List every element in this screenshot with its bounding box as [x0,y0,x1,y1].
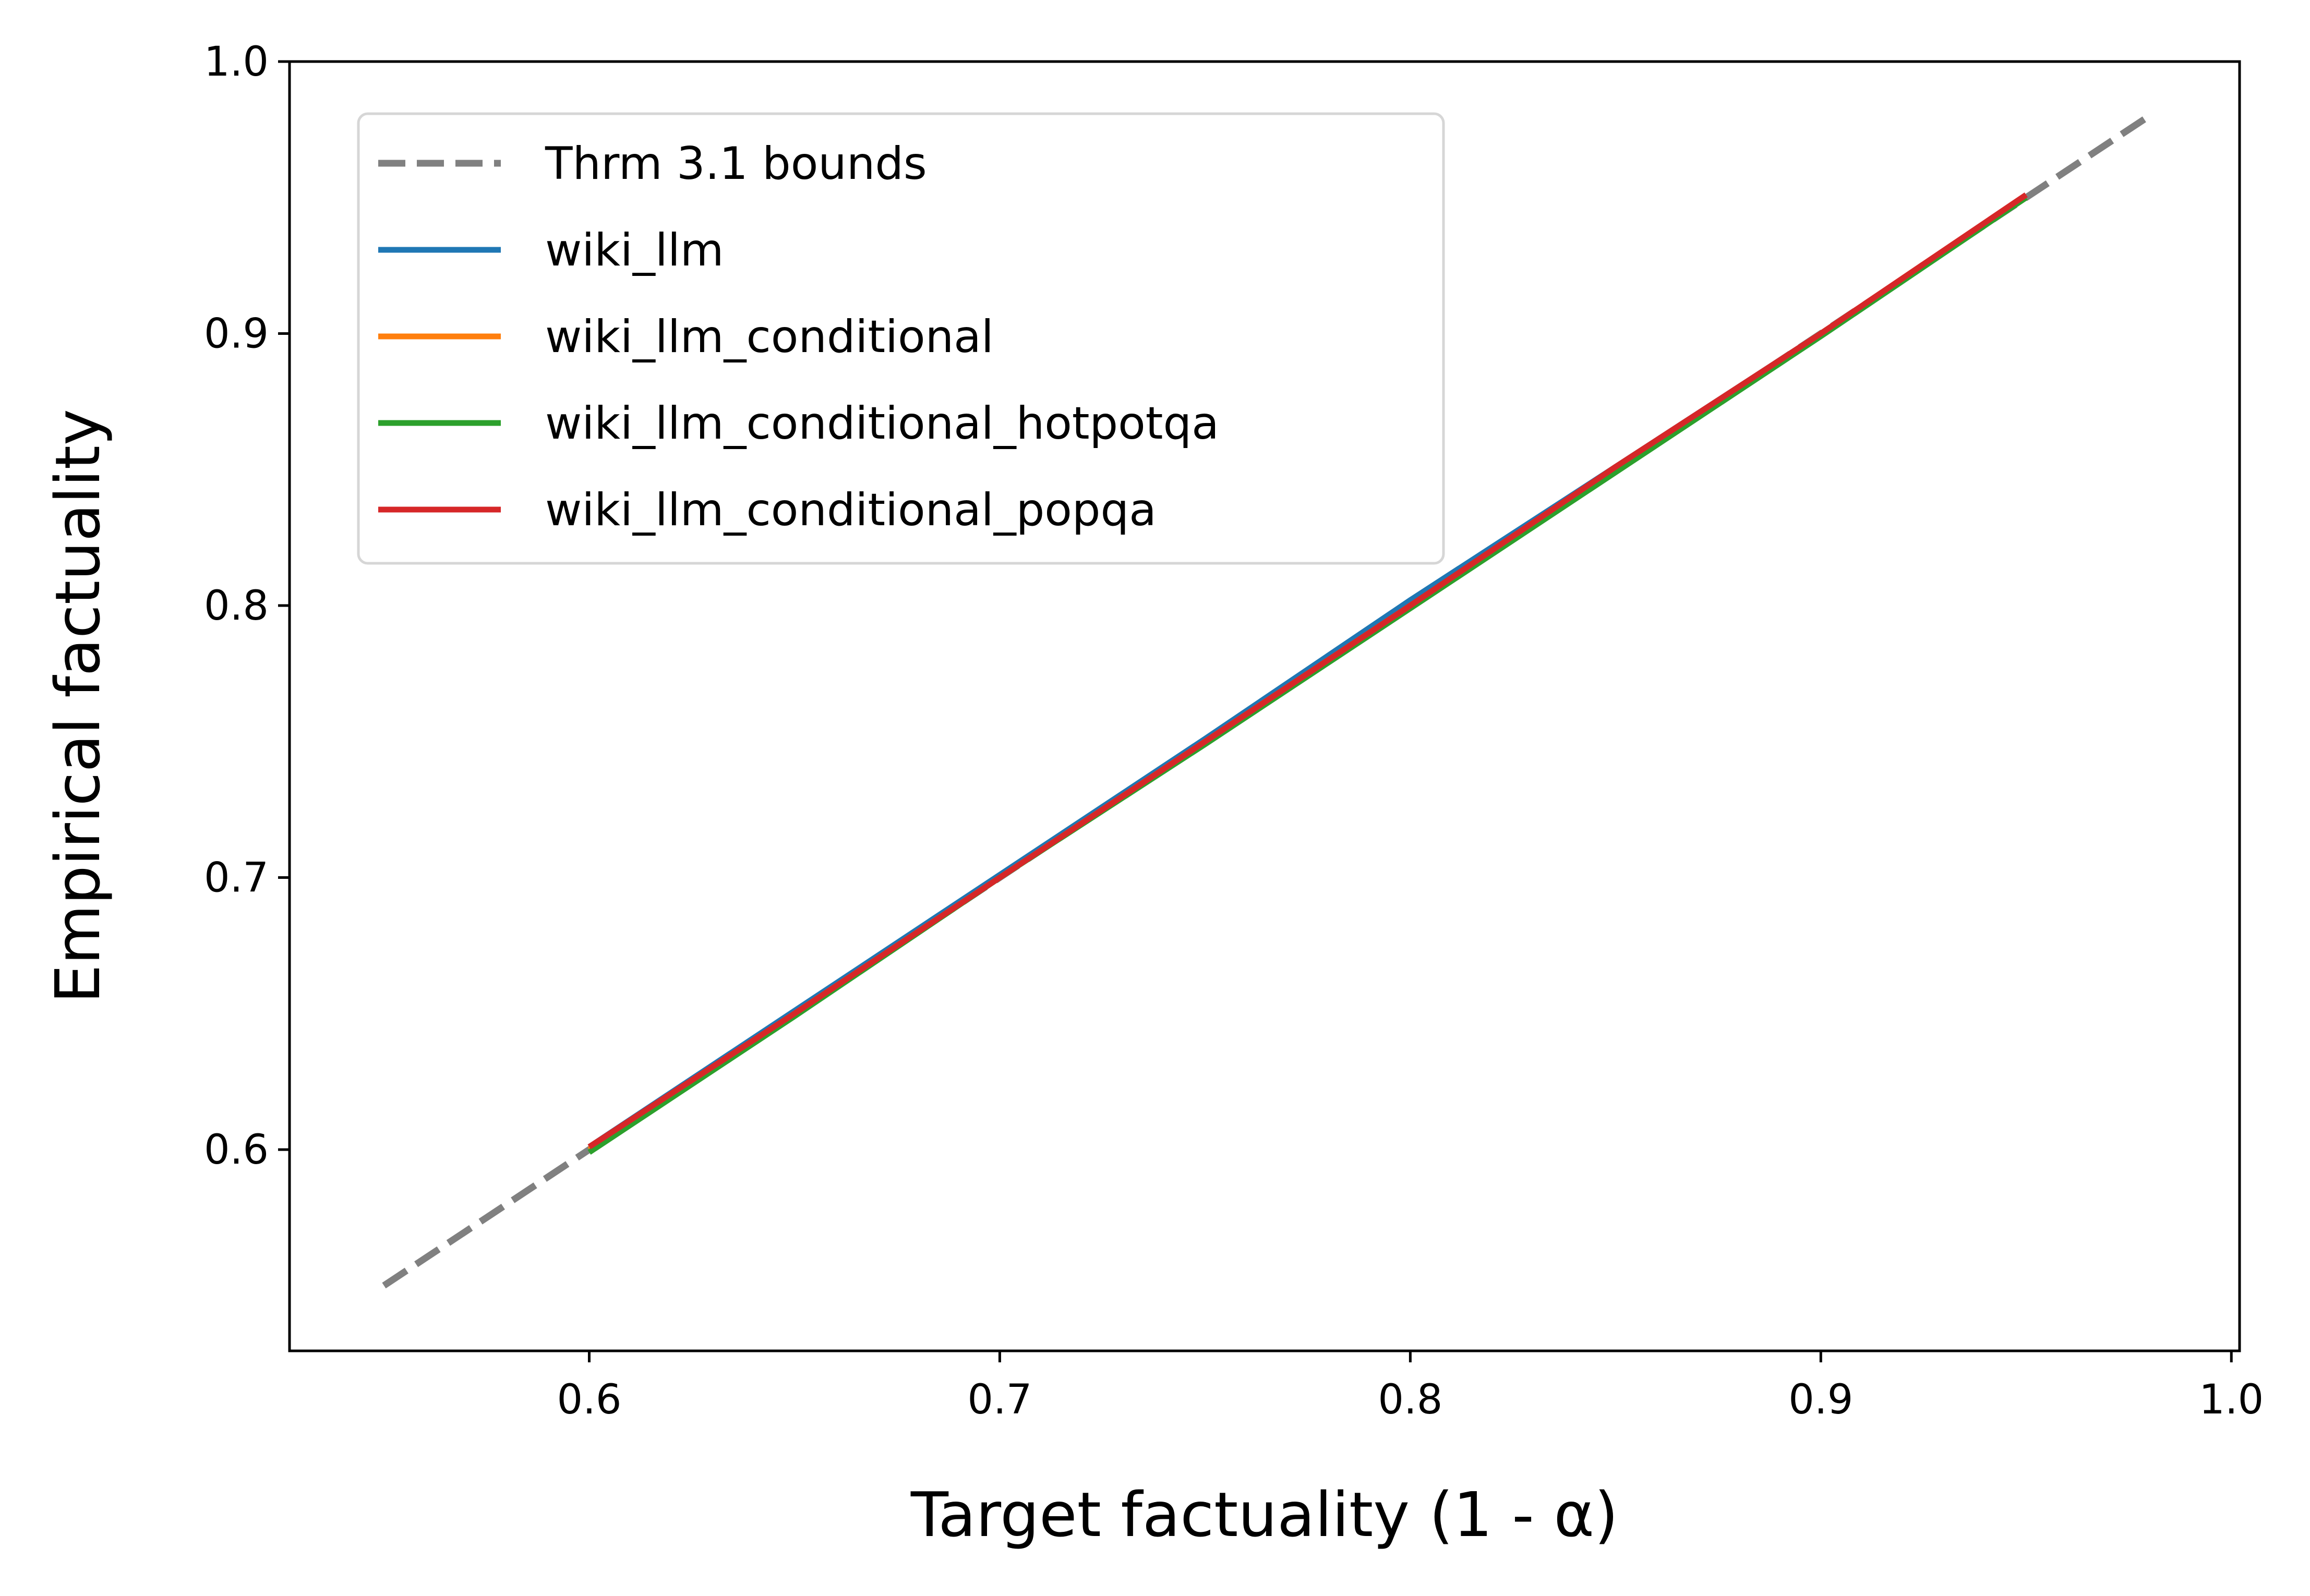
y-axis-label: Empirical factuality [42,409,114,1003]
legend-label: wiki_llm_conditional_popqa [545,484,1157,536]
y-tick-label: 1.0 [204,39,269,86]
legend-items: Thrm 3.1 bounds wiki_llm wiki_llm_conditio… [378,138,1219,536]
y-tick-label: 0.6 [204,1127,269,1174]
legend-label: Thrm 3.1 bounds [545,138,927,190]
x-axis-label: Target factuality (1 - α) [910,1479,1618,1551]
legend: Thrm 3.1 bounds wiki_llm wiki_llm_conditio… [357,112,1445,565]
plot-frame [288,60,2241,1352]
y-ticks: 0.6 0.7 0.8 0.9 1.0 [204,39,290,1174]
x-ticks: 0.6 0.7 0.8 0.9 1.0 [557,1351,2264,1423]
legend-label: wiki_llm_conditional_hotpotqa [545,397,1219,450]
x-tick-label: 1.0 [2199,1376,2264,1423]
x-tick-label: 0.9 [1788,1376,1853,1423]
legend-label: wiki_llm_conditional [545,311,994,363]
x-tick-label: 0.7 [967,1376,1032,1423]
plot-area [288,60,2241,1352]
series-layer [382,113,2151,1289]
x-tick-label: 0.8 [1378,1376,1442,1423]
y-tick-label: 0.7 [204,855,269,902]
legend-box [357,112,1445,565]
legend-label: wiki_llm [545,224,724,276]
series-line-4 [587,192,2028,1150]
y-tick-label: 0.8 [204,583,269,630]
y-tick-label: 0.9 [204,311,269,358]
x-tick-label: 0.6 [557,1376,621,1423]
